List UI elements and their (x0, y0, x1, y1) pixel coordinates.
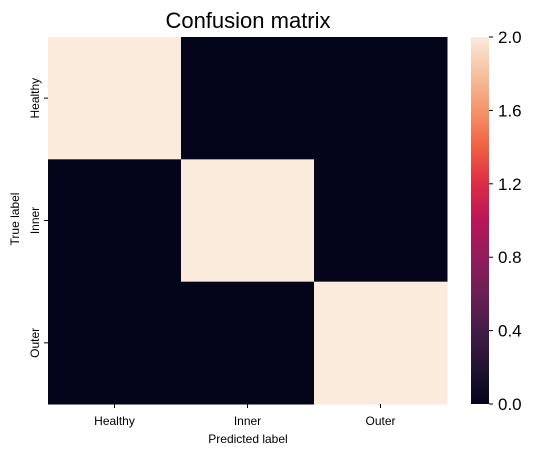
heatmap-cell (48, 159, 182, 283)
heatmap-cell (48, 281, 182, 405)
y-tick-label: Inner (28, 207, 42, 234)
y-tick-labels: Healthy Inner Outer (28, 78, 48, 358)
x-axis-label: Predicted label (208, 432, 287, 446)
colorbar-tick-label: 1.6 (498, 101, 522, 120)
colorbar-tick-label: 1.2 (498, 175, 522, 194)
colorbar-tick-label: 0.4 (498, 322, 522, 341)
colorbar-tick-label: 2.0 (498, 28, 522, 47)
x-tick-label: Inner (234, 414, 261, 428)
heatmap-cell (314, 159, 448, 283)
heatmap-cells (48, 37, 448, 405)
chart-title: Confusion matrix (165, 8, 330, 33)
y-tick-label: Outer (28, 328, 42, 358)
y-tick-label: Healthy (28, 78, 42, 119)
heatmap-cell (314, 281, 448, 405)
x-tick-labels: Healthy Inner Outer (94, 404, 396, 428)
colorbar-tick-labels: 0.0 0.4 0.8 1.2 1.6 2.0 (489, 28, 522, 414)
heatmap-cell (181, 37, 315, 160)
heatmap-cell (48, 37, 182, 160)
colorbar (471, 37, 489, 404)
heatmap-cell (181, 159, 315, 283)
colorbar-tick-label: 0.0 (498, 395, 522, 414)
x-tick-label: Outer (365, 414, 395, 428)
x-tick-label: Healthy (94, 414, 135, 428)
colorbar-tick-label: 0.8 (498, 248, 522, 267)
heatmap-cell (181, 281, 315, 405)
heatmap-cell (314, 37, 448, 160)
y-axis-label: True label (8, 193, 22, 246)
